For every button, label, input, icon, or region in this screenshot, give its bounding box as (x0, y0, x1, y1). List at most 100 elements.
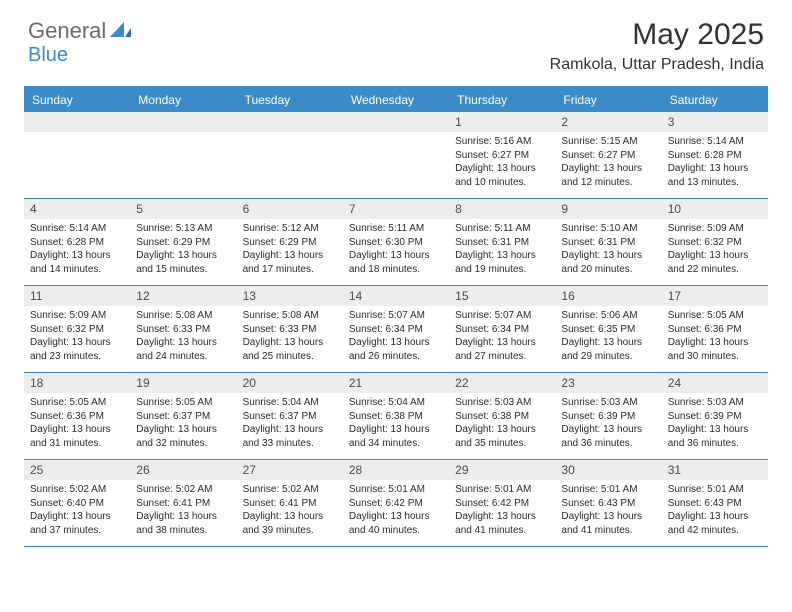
empty-day-bar (130, 112, 236, 132)
day-info: Sunrise: 5:09 AMSunset: 6:32 PMDaylight:… (24, 306, 130, 367)
sunrise-text: Sunrise: 5:02 AM (243, 483, 337, 497)
sunrise-text: Sunrise: 5:02 AM (136, 483, 230, 497)
day-cell-8: 8Sunrise: 5:11 AMSunset: 6:31 PMDaylight… (449, 199, 555, 285)
day-number: 15 (449, 286, 555, 306)
sunset-text: Sunset: 6:32 PM (30, 323, 124, 337)
week-row: 25Sunrise: 5:02 AMSunset: 6:40 PMDayligh… (24, 460, 768, 547)
day-cell-7: 7Sunrise: 5:11 AMSunset: 6:30 PMDaylight… (343, 199, 449, 285)
day-number: 12 (130, 286, 236, 306)
sunset-text: Sunset: 6:34 PM (455, 323, 549, 337)
daylight-line1: Daylight: 13 hours (668, 423, 762, 437)
day-number: 25 (24, 460, 130, 480)
empty-day-bar (343, 112, 449, 132)
daylight-line1: Daylight: 13 hours (668, 249, 762, 263)
daylight-line1: Daylight: 13 hours (30, 423, 124, 437)
daylight-line1: Daylight: 13 hours (561, 162, 655, 176)
sunset-text: Sunset: 6:33 PM (243, 323, 337, 337)
day-number: 14 (343, 286, 449, 306)
daylight-line2: and 31 minutes. (30, 437, 124, 451)
sunrise-text: Sunrise: 5:12 AM (243, 222, 337, 236)
day-number: 21 (343, 373, 449, 393)
sunset-text: Sunset: 6:39 PM (561, 410, 655, 424)
day-cell-9: 9Sunrise: 5:10 AMSunset: 6:31 PMDaylight… (555, 199, 661, 285)
day-cell-empty (343, 112, 449, 198)
title-block: May 2025 Ramkola, Uttar Pradesh, India (550, 18, 764, 74)
day-info: Sunrise: 5:12 AMSunset: 6:29 PMDaylight:… (237, 219, 343, 280)
header: General May 2025 Ramkola, Uttar Pradesh,… (0, 0, 792, 74)
day-info: Sunrise: 5:05 AMSunset: 6:36 PMDaylight:… (662, 306, 768, 367)
day-number: 23 (555, 373, 661, 393)
daylight-line1: Daylight: 13 hours (136, 249, 230, 263)
daylight-line2: and 18 minutes. (349, 263, 443, 277)
logo: General (28, 18, 134, 44)
day-number: 27 (237, 460, 343, 480)
day-number: 5 (130, 199, 236, 219)
daylight-line2: and 19 minutes. (455, 263, 549, 277)
day-cell-14: 14Sunrise: 5:07 AMSunset: 6:34 PMDayligh… (343, 286, 449, 372)
day-cell-empty (237, 112, 343, 198)
sunset-text: Sunset: 6:28 PM (668, 149, 762, 163)
weekday-header-row: SundayMondayTuesdayWednesdayThursdayFrid… (24, 88, 768, 112)
day-info: Sunrise: 5:14 AMSunset: 6:28 PMDaylight:… (662, 132, 768, 193)
sunrise-text: Sunrise: 5:09 AM (30, 309, 124, 323)
empty-day-bar (237, 112, 343, 132)
day-info: Sunrise: 5:15 AMSunset: 6:27 PMDaylight:… (555, 132, 661, 193)
daylight-line2: and 22 minutes. (668, 263, 762, 277)
daylight-line2: and 20 minutes. (561, 263, 655, 277)
sunrise-text: Sunrise: 5:06 AM (561, 309, 655, 323)
weekday-saturday: Saturday (662, 88, 768, 112)
daylight-line2: and 34 minutes. (349, 437, 443, 451)
daylight-line1: Daylight: 13 hours (561, 510, 655, 524)
sunrise-text: Sunrise: 5:11 AM (455, 222, 549, 236)
daylight-line2: and 24 minutes. (136, 350, 230, 364)
logo-text-2: Blue (28, 44, 68, 66)
daylight-line2: and 12 minutes. (561, 176, 655, 190)
day-number: 7 (343, 199, 449, 219)
day-cell-20: 20Sunrise: 5:04 AMSunset: 6:37 PMDayligh… (237, 373, 343, 459)
daylight-line1: Daylight: 13 hours (561, 336, 655, 350)
sunrise-text: Sunrise: 5:03 AM (561, 396, 655, 410)
sunrise-text: Sunrise: 5:01 AM (455, 483, 549, 497)
daylight-line1: Daylight: 13 hours (243, 336, 337, 350)
sunset-text: Sunset: 6:43 PM (668, 497, 762, 511)
day-cell-25: 25Sunrise: 5:02 AMSunset: 6:40 PMDayligh… (24, 460, 130, 546)
sunset-text: Sunset: 6:41 PM (136, 497, 230, 511)
day-number: 19 (130, 373, 236, 393)
daylight-line2: and 36 minutes. (561, 437, 655, 451)
day-cell-6: 6Sunrise: 5:12 AMSunset: 6:29 PMDaylight… (237, 199, 343, 285)
daylight-line1: Daylight: 13 hours (30, 249, 124, 263)
day-number: 17 (662, 286, 768, 306)
sunrise-text: Sunrise: 5:09 AM (668, 222, 762, 236)
week-row: 4Sunrise: 5:14 AMSunset: 6:28 PMDaylight… (24, 199, 768, 286)
sunset-text: Sunset: 6:38 PM (455, 410, 549, 424)
daylight-line1: Daylight: 13 hours (30, 336, 124, 350)
sunrise-text: Sunrise: 5:14 AM (30, 222, 124, 236)
day-info: Sunrise: 5:01 AMSunset: 6:42 PMDaylight:… (343, 480, 449, 541)
sunset-text: Sunset: 6:30 PM (349, 236, 443, 250)
day-number: 18 (24, 373, 130, 393)
day-info: Sunrise: 5:08 AMSunset: 6:33 PMDaylight:… (237, 306, 343, 367)
day-cell-30: 30Sunrise: 5:01 AMSunset: 6:43 PMDayligh… (555, 460, 661, 546)
sunrise-text: Sunrise: 5:13 AM (136, 222, 230, 236)
day-cell-10: 10Sunrise: 5:09 AMSunset: 6:32 PMDayligh… (662, 199, 768, 285)
sunset-text: Sunset: 6:37 PM (243, 410, 337, 424)
day-cell-31: 31Sunrise: 5:01 AMSunset: 6:43 PMDayligh… (662, 460, 768, 546)
month-title: May 2025 (550, 18, 764, 52)
day-number: 3 (662, 112, 768, 132)
daylight-line2: and 41 minutes. (561, 524, 655, 538)
day-number: 31 (662, 460, 768, 480)
day-cell-2: 2Sunrise: 5:15 AMSunset: 6:27 PMDaylight… (555, 112, 661, 198)
sunrise-text: Sunrise: 5:01 AM (349, 483, 443, 497)
daylight-line1: Daylight: 13 hours (243, 423, 337, 437)
daylight-line1: Daylight: 13 hours (455, 162, 549, 176)
daylight-line2: and 40 minutes. (349, 524, 443, 538)
day-cell-29: 29Sunrise: 5:01 AMSunset: 6:42 PMDayligh… (449, 460, 555, 546)
sunrise-text: Sunrise: 5:10 AM (561, 222, 655, 236)
daylight-line2: and 26 minutes. (349, 350, 443, 364)
weekday-wednesday: Wednesday (343, 88, 449, 112)
day-cell-26: 26Sunrise: 5:02 AMSunset: 6:41 PMDayligh… (130, 460, 236, 546)
daylight-line2: and 41 minutes. (455, 524, 549, 538)
location-text: Ramkola, Uttar Pradesh, India (550, 56, 764, 74)
daylight-line2: and 36 minutes. (668, 437, 762, 451)
week-row: 18Sunrise: 5:05 AMSunset: 6:36 PMDayligh… (24, 373, 768, 460)
